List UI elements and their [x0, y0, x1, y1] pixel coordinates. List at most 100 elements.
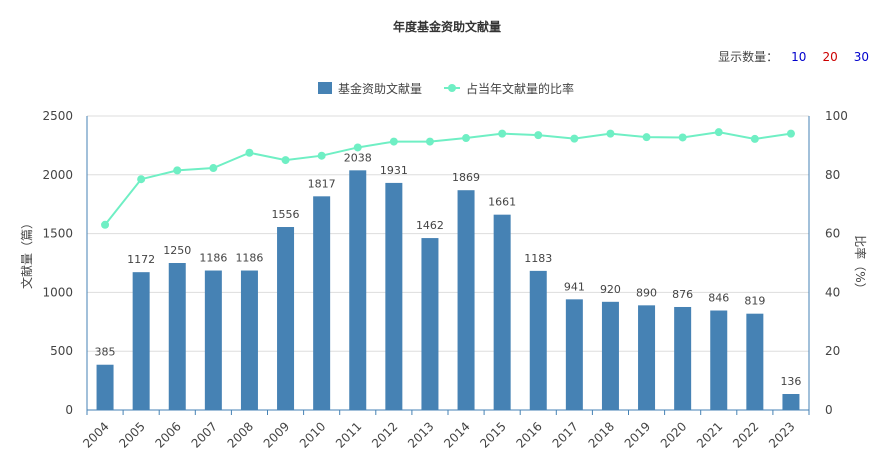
x-tick-label: 2004 [80, 419, 111, 450]
x-tick-label: 2020 [658, 419, 689, 450]
ratio-point[interactable] [137, 175, 146, 184]
ratio-point[interactable] [389, 137, 398, 146]
display-count-label: 显示数量： [718, 50, 779, 64]
count-option-30[interactable]: 30 [853, 49, 869, 64]
ratio-point[interactable] [245, 148, 254, 157]
bar-value-label: 136 [780, 375, 801, 388]
display-count-selector: 显示数量： 10 20 30 [718, 48, 872, 65]
x-tick-label: 2023 [766, 419, 797, 450]
x-tick-label: 2015 [477, 419, 508, 450]
bar-value-label: 1869 [452, 171, 480, 184]
bar[interactable] [277, 227, 295, 410]
ratio-point[interactable] [714, 128, 723, 137]
bar[interactable] [601, 301, 619, 410]
bar[interactable] [746, 313, 764, 410]
ratio-point[interactable] [750, 134, 759, 143]
legend-line-label: 占当年文献量的比率 [466, 81, 574, 96]
ratio-point[interactable] [209, 164, 218, 173]
bar[interactable] [313, 196, 331, 410]
bar-value-label: 941 [564, 280, 585, 293]
bar-value-label: 2038 [344, 151, 372, 164]
bar[interactable] [710, 310, 728, 410]
bar[interactable] [96, 364, 114, 410]
ratio-point[interactable] [498, 129, 507, 138]
x-tick-label: 2016 [513, 419, 544, 450]
bar[interactable] [240, 270, 258, 410]
ratio-line [104, 131, 792, 226]
x-tick-label: 2022 [730, 419, 761, 450]
x-tick-label: 2021 [694, 419, 725, 450]
y2-tick-label: 80 [825, 168, 840, 182]
x-tick-label: 2014 [441, 419, 472, 450]
x-tick-label: 2010 [297, 419, 328, 450]
ratio-point[interactable] [678, 133, 687, 142]
bar-value-label: 846 [708, 292, 729, 305]
x-tick-label: 2008 [225, 419, 256, 450]
bar-value-label: 1661 [488, 196, 516, 209]
ratio-point[interactable] [462, 134, 471, 143]
bar[interactable] [349, 170, 367, 410]
ratio-point[interactable] [534, 131, 543, 140]
x-tick-label: 2011 [333, 419, 364, 450]
ratio-point[interactable] [173, 166, 182, 175]
bar[interactable] [457, 190, 475, 410]
bar-value-label: 1186 [199, 252, 227, 265]
bar-value-label: 819 [744, 295, 765, 308]
ratio-point[interactable] [570, 134, 579, 143]
bar[interactable] [168, 263, 186, 410]
bar[interactable] [421, 238, 439, 410]
legend-bar-swatch[interactable] [318, 82, 332, 94]
x-tick-label: 2013 [405, 419, 436, 450]
bar[interactable] [493, 214, 511, 410]
bar[interactable] [385, 182, 403, 410]
bar[interactable] [132, 272, 150, 410]
chart-title: 年度基金资助文献量 [392, 20, 501, 34]
x-tick-label: 2017 [550, 419, 581, 450]
ratio-point[interactable] [101, 220, 110, 229]
y-tick-label: 0 [65, 403, 73, 417]
y-tick-label: 1500 [42, 227, 73, 241]
count-option-10[interactable]: 10 [791, 49, 807, 64]
bar-value-label: 890 [636, 286, 657, 299]
ratio-point[interactable] [642, 133, 651, 142]
x-tick-label: 2019 [622, 419, 653, 450]
x-tick-label: 2006 [152, 419, 183, 450]
bar[interactable] [565, 299, 583, 410]
x-tick-label: 2005 [116, 419, 147, 450]
bar-value-label: 1817 [308, 177, 336, 190]
bar[interactable] [638, 305, 656, 410]
bar[interactable] [674, 306, 692, 410]
bar-value-label: 385 [95, 346, 116, 359]
bar-value-label: 1172 [127, 253, 155, 266]
y2-tick-label: 40 [825, 285, 840, 299]
x-tick-label: 2012 [369, 419, 400, 450]
ratio-point[interactable] [606, 129, 615, 138]
legend-line-marker [448, 84, 456, 92]
y-tick-label: 2000 [42, 168, 73, 182]
count-option-20[interactable]: 20 [822, 49, 838, 64]
ratio-point[interactable] [353, 143, 362, 152]
ratio-point[interactable] [425, 137, 434, 146]
bar-value-label: 1462 [416, 219, 444, 232]
y2-axis-title: 比率（%） [853, 235, 868, 294]
x-tick-label: 2009 [261, 419, 292, 450]
ratio-point[interactable] [317, 151, 326, 160]
bar[interactable] [529, 270, 547, 410]
bar-value-label: 920 [600, 283, 621, 296]
y2-tick-label: 60 [825, 227, 840, 241]
y2-tick-label: 20 [825, 344, 840, 358]
y-tick-label: 500 [50, 344, 73, 358]
ratio-point[interactable] [786, 129, 795, 138]
y-tick-label: 1000 [42, 285, 73, 299]
bar[interactable] [782, 394, 800, 410]
bar-value-label: 1186 [235, 252, 263, 265]
bar[interactable] [204, 270, 222, 410]
bar-value-label: 1931 [380, 164, 408, 177]
bar-value-label: 876 [672, 288, 693, 301]
bar-value-label: 1556 [272, 208, 300, 221]
bar-value-label: 1250 [163, 244, 191, 257]
x-tick-label: 2007 [189, 419, 220, 450]
y2-tick-label: 100 [825, 109, 848, 123]
ratio-point[interactable] [281, 156, 290, 165]
